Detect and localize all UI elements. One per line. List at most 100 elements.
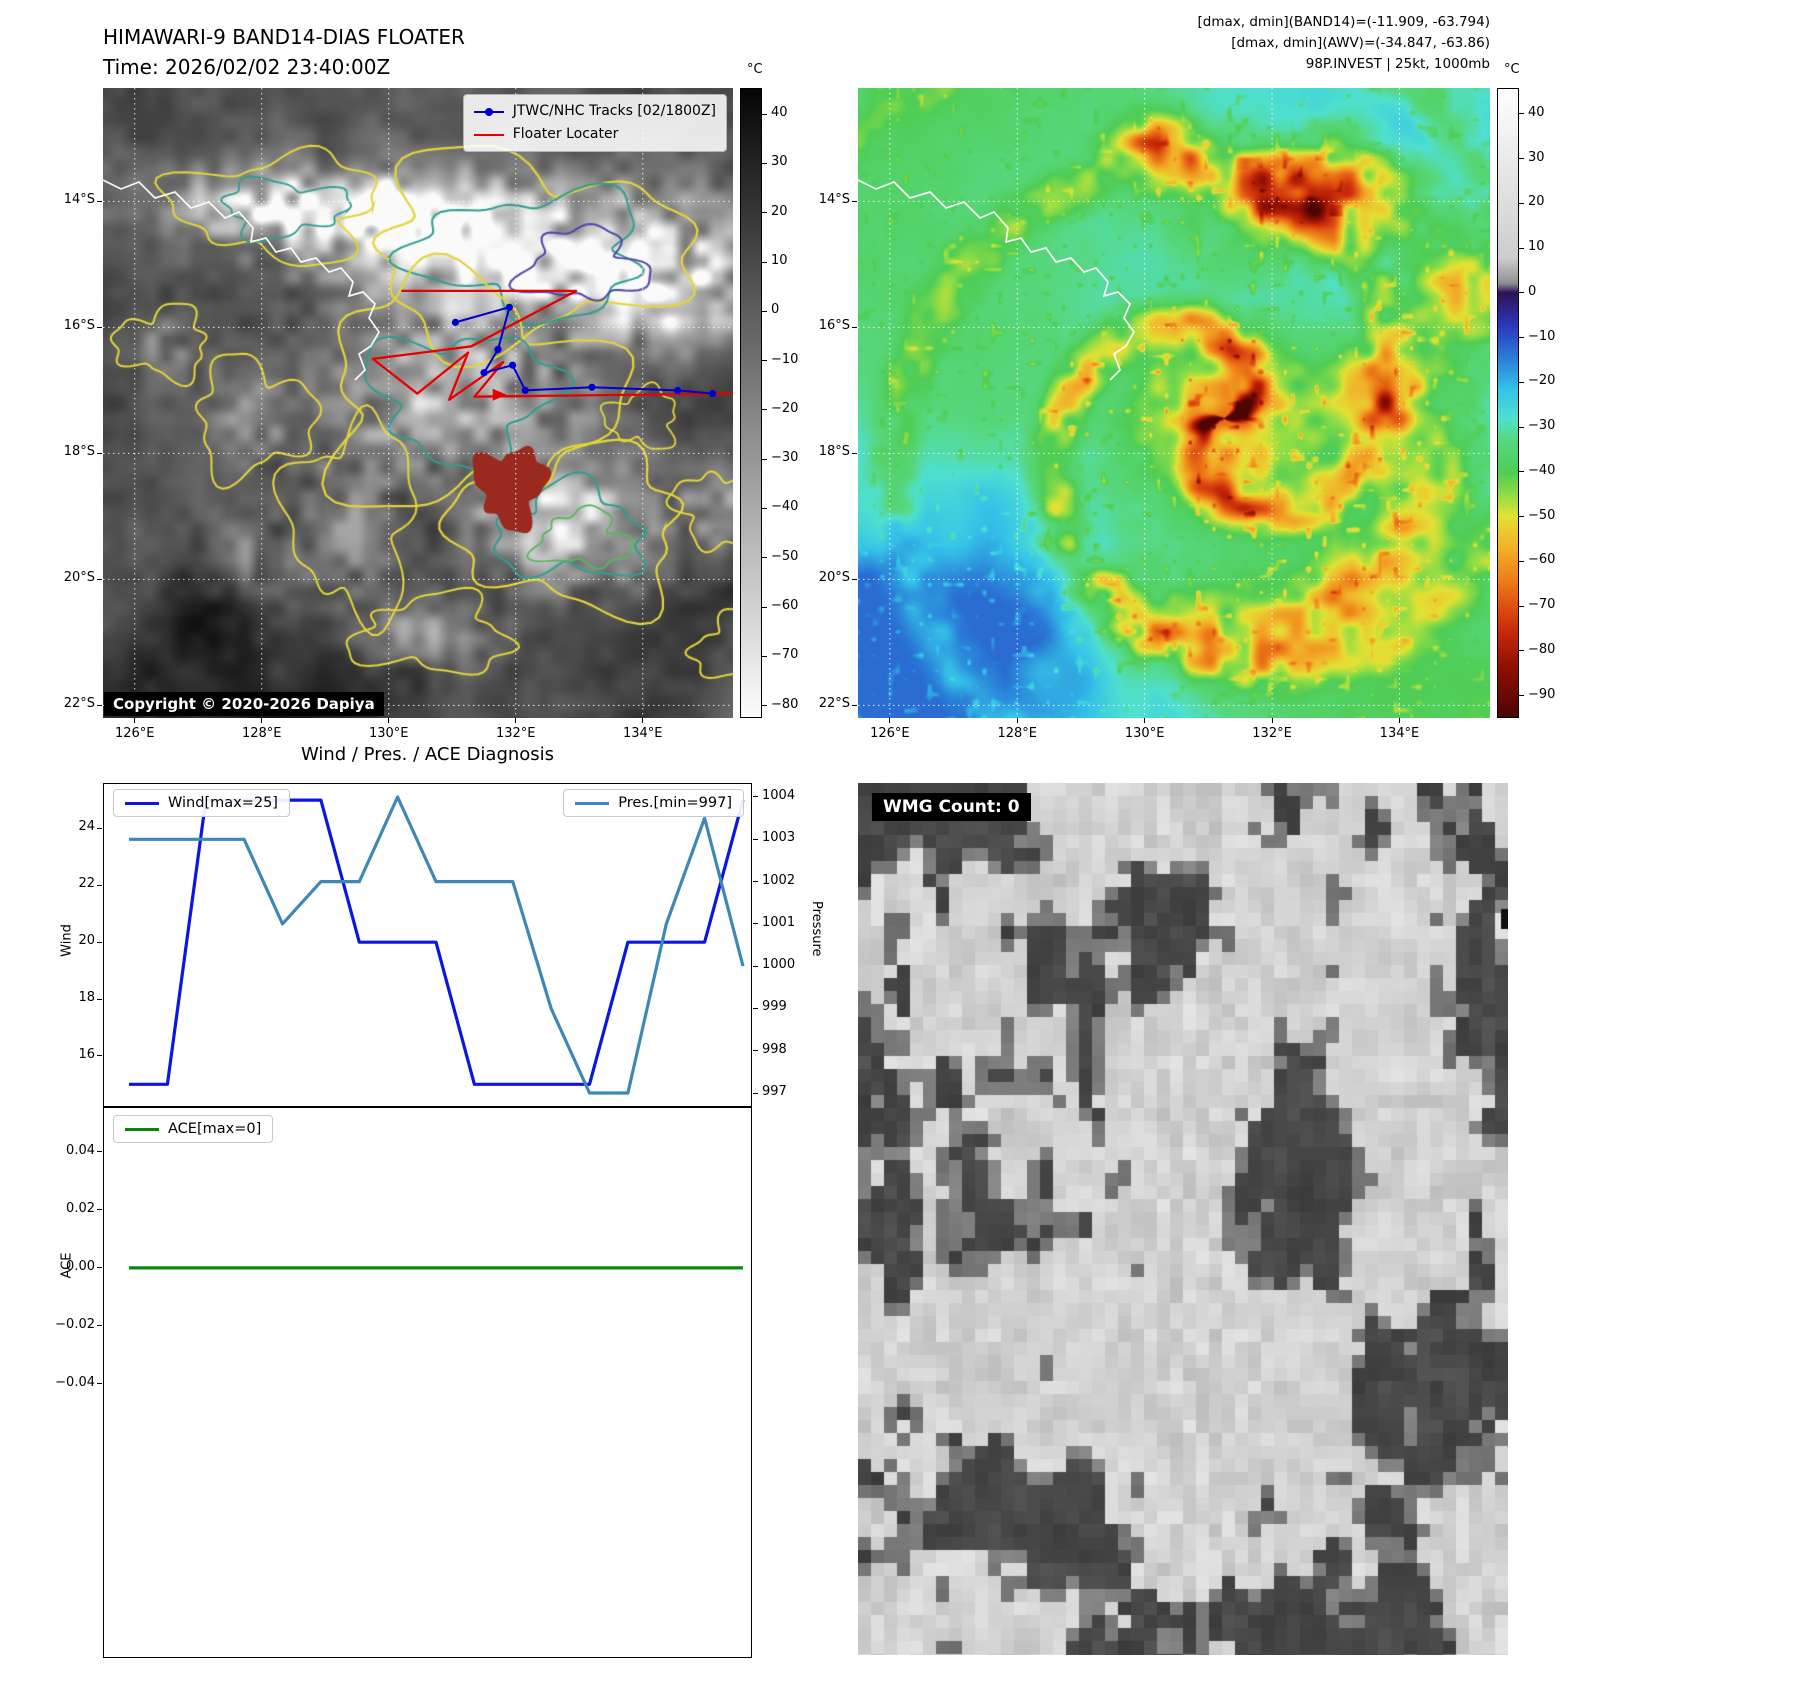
tick-mark bbox=[261, 718, 263, 723]
tick-mark bbox=[762, 557, 767, 559]
tick-mark bbox=[762, 705, 767, 707]
tick-mark bbox=[753, 838, 758, 840]
tick-mark bbox=[97, 998, 102, 1000]
copyright-label: Copyright © 2020-2026 Dapiya bbox=[104, 692, 384, 716]
tick-mark bbox=[1519, 605, 1524, 607]
tick-mark bbox=[762, 458, 767, 460]
tick-mark bbox=[97, 941, 102, 943]
tick-mark bbox=[1519, 426, 1524, 428]
tick-mark bbox=[642, 718, 644, 723]
colorbar-tick-label: −30 bbox=[1528, 418, 1556, 434]
tick-mark bbox=[1144, 718, 1146, 723]
tick-mark bbox=[1519, 560, 1524, 562]
y2-tick-label: 1002 bbox=[762, 872, 796, 888]
tick-mark bbox=[97, 452, 102, 454]
tick-mark bbox=[762, 655, 767, 657]
colorbar-tick-label: 0 bbox=[771, 302, 780, 318]
tick-mark bbox=[1519, 292, 1524, 294]
awv-header-line-3: 98P.INVEST | 25kt, 1000mb bbox=[1305, 55, 1490, 72]
tick-mark bbox=[97, 1383, 102, 1385]
wind-legend-label: Wind[max=25] bbox=[168, 795, 278, 811]
y2-tick-label: 1004 bbox=[762, 787, 796, 803]
tick-mark bbox=[753, 965, 758, 967]
tick-mark bbox=[852, 326, 857, 328]
tick-mark bbox=[1519, 650, 1524, 652]
diagnosis-title: Wind / Pres. / ACE Diagnosis bbox=[300, 744, 555, 765]
awv-map: 126°E 128°E 130°E 132°E 134°E 14°S 16°S 18°S 20°… bbox=[819, 88, 1490, 741]
ace-chart: ACE[max=0] ACE 0.04 0.02 0.00 −0.02 −0.04 bbox=[55, 1107, 752, 1658]
y-tick-label: −0.02 bbox=[55, 1316, 95, 1332]
wmg-count-label: WMG Count: 0 bbox=[872, 793, 1031, 821]
tick-mark bbox=[753, 796, 758, 798]
tick-mark bbox=[852, 452, 857, 454]
y-tick-label: 0.00 bbox=[66, 1258, 95, 1274]
tick-mark bbox=[1519, 337, 1524, 339]
tick-mark bbox=[762, 113, 767, 115]
tick-mark bbox=[97, 704, 102, 706]
y2-tick-label: 1001 bbox=[762, 914, 796, 930]
colorbar-tick-label: −70 bbox=[1528, 597, 1556, 613]
tick-mark bbox=[97, 827, 102, 829]
y-tick-label: 22°S bbox=[63, 696, 95, 712]
tick-mark bbox=[762, 212, 767, 214]
tick-mark bbox=[97, 326, 102, 328]
tick-mark bbox=[1398, 718, 1400, 723]
band14-title-block: HIMAWARI-9 BAND14-DIAS FLOATER Time: 202… bbox=[103, 22, 465, 82]
ace-plot-area bbox=[129, 1266, 743, 1270]
x-tick-label: 130°E bbox=[1124, 726, 1165, 741]
awv-colorbar-gradient bbox=[1497, 88, 1519, 718]
tick-mark bbox=[1519, 158, 1524, 160]
colorbar-tick-label: −40 bbox=[771, 499, 799, 515]
pressure-axis-label: Pressure bbox=[809, 901, 824, 957]
colorbar-tick-label: −60 bbox=[771, 598, 799, 614]
jtwc-track-marker-icon bbox=[484, 107, 493, 116]
colorbar-tick-label: −60 bbox=[1528, 552, 1556, 568]
y2-tick-label: 1000 bbox=[762, 957, 796, 973]
y2-tick-label: 997 bbox=[762, 1084, 787, 1100]
x-tick-label: 128°E bbox=[997, 726, 1038, 741]
colorbar-tick-label: 30 bbox=[771, 154, 788, 170]
pressure-legend-label: Pres.[min=997] bbox=[618, 795, 732, 811]
colorbar-tick-label: −10 bbox=[1528, 328, 1556, 344]
band14-map: JTWC/NHC Tracks [02/1800Z] Floater Locat… bbox=[64, 88, 733, 741]
tick-mark bbox=[97, 200, 102, 202]
awv-colorbar: °C 40 30 20 10 0 −10 −20 −30 −40 −50 −60 −70 −80 −90 bbox=[1497, 62, 1555, 718]
tick-mark bbox=[852, 200, 857, 202]
jtwc-track-label: JTWC/NHC Tracks [02/1800Z] bbox=[512, 103, 716, 119]
tick-mark bbox=[753, 923, 758, 925]
y-tick-label: −0.04 bbox=[55, 1374, 95, 1390]
y-tick-label: 0.02 bbox=[66, 1200, 95, 1216]
tick-mark bbox=[753, 1050, 758, 1052]
tick-mark bbox=[753, 881, 758, 883]
ace-legend-swatch bbox=[125, 1127, 159, 1131]
x-tick-label: 128°E bbox=[241, 726, 282, 741]
colorbar-tick-label: 20 bbox=[1528, 194, 1545, 210]
tick-mark bbox=[97, 1267, 102, 1269]
y-tick-label: 16°S bbox=[818, 318, 850, 334]
tick-mark bbox=[1519, 516, 1524, 518]
wmg-image bbox=[858, 783, 1508, 1655]
band14-colorbar-gradient bbox=[740, 88, 762, 718]
y-tick-label: 20 bbox=[78, 933, 95, 949]
colorbar-tick-label: −50 bbox=[771, 548, 799, 564]
tick-mark bbox=[97, 578, 102, 580]
colorbar-tick-label: 10 bbox=[771, 253, 788, 268]
colorbar-tick-label: 40 bbox=[771, 105, 788, 121]
colorbar-tick-label: −30 bbox=[771, 450, 799, 466]
band14-map-legend: JTWC/NHC Tracks [02/1800Z] Floater Locat… bbox=[462, 94, 727, 152]
y-tick-label: 18°S bbox=[818, 444, 850, 460]
colorbar-tick-label: −20 bbox=[771, 400, 799, 416]
y-tick-label: 18°S bbox=[63, 444, 95, 460]
ace-legend: ACE[max=0] bbox=[113, 1115, 274, 1143]
colorbar-tick-label: −90 bbox=[1528, 686, 1556, 702]
wind-pressure-chart: Wind[max=25] Pres.[min=997] Wind Pressur… bbox=[60, 783, 824, 1107]
colorbar-tick-label: −10 bbox=[771, 351, 799, 367]
tick-mark bbox=[753, 1007, 758, 1009]
tick-mark bbox=[97, 1209, 102, 1211]
y-tick-label: 0.04 bbox=[66, 1142, 95, 1158]
band14-subtitle: Time: 2026/02/02 23:40:00Z bbox=[103, 55, 391, 79]
tick-mark bbox=[97, 884, 102, 886]
band14-colorbar-unit: °C bbox=[747, 62, 763, 77]
y-tick-label: 20°S bbox=[63, 570, 95, 586]
awv-header-line-1: [dmax, dmin](BAND14)=(-11.909, -63.794) bbox=[1197, 14, 1490, 30]
